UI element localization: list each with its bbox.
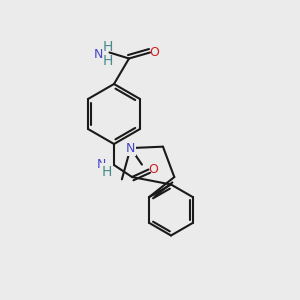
Text: H: H xyxy=(103,40,113,54)
Text: O: O xyxy=(148,163,158,176)
Text: N: N xyxy=(97,158,106,172)
Text: H: H xyxy=(101,165,112,178)
Text: H: H xyxy=(103,54,113,68)
Text: N: N xyxy=(126,142,135,154)
Text: N: N xyxy=(94,47,104,61)
Text: O: O xyxy=(149,46,159,59)
